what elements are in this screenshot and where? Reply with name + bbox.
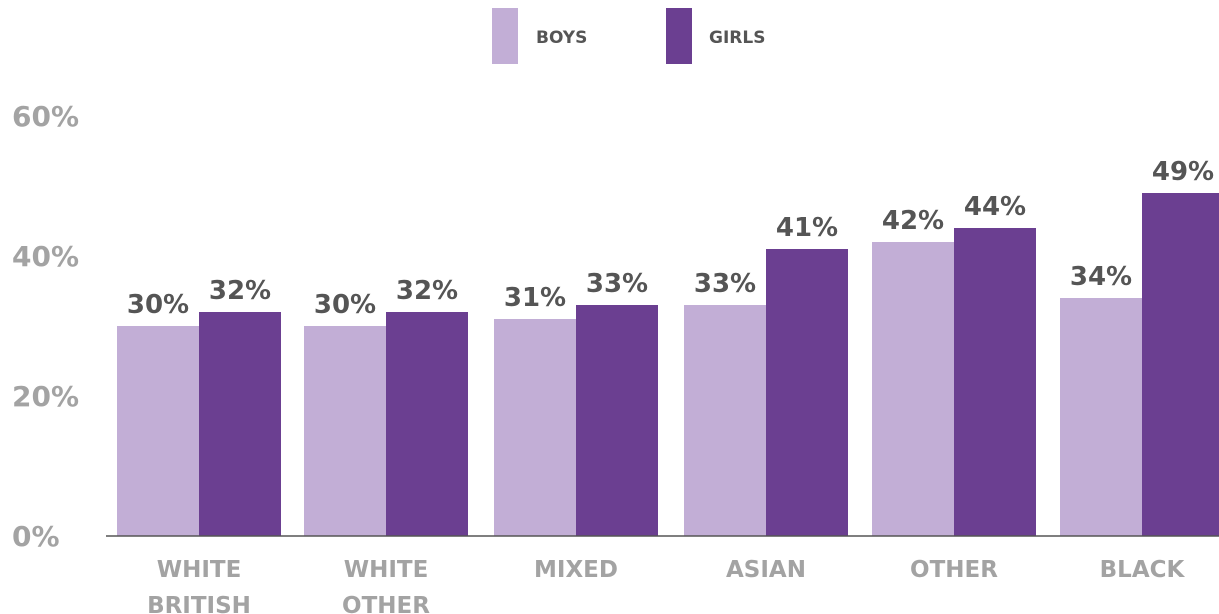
x-tick-label: WHITE — [344, 557, 429, 583]
bar-boys — [872, 242, 954, 536]
data-label: 33% — [694, 269, 756, 299]
x-tick-label: ASIAN — [726, 557, 806, 583]
data-label: 34% — [1070, 262, 1132, 292]
data-label: 30% — [127, 290, 189, 320]
bar-boys — [117, 326, 199, 536]
x-tick-label: BLACK — [1100, 557, 1186, 583]
y-tick-label: 40% — [12, 240, 79, 273]
bar-boys — [1060, 298, 1142, 536]
x-tick-label: MIXED — [534, 557, 618, 583]
bar-girls — [576, 305, 658, 536]
data-label: 31% — [504, 283, 566, 313]
data-label: 32% — [396, 276, 458, 306]
y-tick-label: 20% — [12, 380, 79, 413]
data-label: 42% — [882, 206, 944, 236]
bar-girls — [199, 312, 281, 536]
data-label: 33% — [586, 269, 648, 299]
bar-girls — [766, 249, 848, 536]
bar-girls — [1142, 193, 1219, 536]
bar-boys — [304, 326, 386, 536]
bar-boys — [494, 319, 576, 536]
bar-boys — [684, 305, 766, 536]
y-tick-label: 0% — [12, 520, 60, 553]
legend-swatch-girls — [666, 8, 692, 64]
x-tick-label: WHITE — [157, 557, 242, 583]
x-tick-label: BRITISH — [147, 593, 251, 614]
x-tick-label: OTHER — [342, 593, 430, 614]
data-label: 44% — [964, 192, 1026, 222]
data-label: 49% — [1152, 157, 1214, 187]
y-tick-label: 60% — [12, 100, 79, 133]
data-label: 30% — [314, 290, 376, 320]
legend-label: BOYS — [536, 28, 587, 48]
legend-swatch-boys — [492, 8, 518, 64]
x-tick-label: OTHER — [910, 557, 998, 583]
data-label: 41% — [776, 213, 838, 243]
bar-girls — [386, 312, 468, 536]
legend-label: GIRLS — [709, 28, 765, 48]
data-label: 32% — [209, 276, 271, 306]
bar-girls — [954, 228, 1036, 536]
